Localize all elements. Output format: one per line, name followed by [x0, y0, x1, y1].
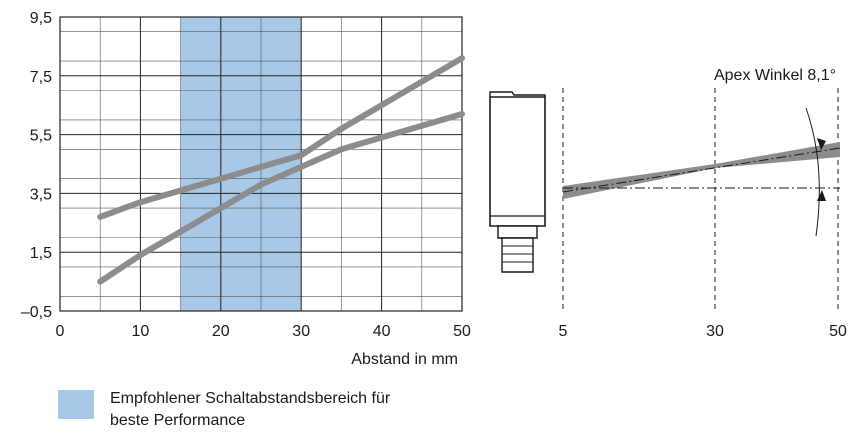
plot-frame [59, 16, 463, 312]
distance-chart: 9,5 7,5 5,5 3,5 1,5 –0,50 10 20 30 40 50 Abstand in… [21, 10, 471, 368]
diagram-x-tick-label: 50 [829, 323, 847, 340]
diagram-x-tick-label: 30 [706, 323, 724, 340]
apex-angle-diagram: Apex Winkel 8,1° 5 30 50 [489, 67, 847, 340]
y-tick-label: 5,5 [30, 128, 52, 145]
legend-swatch [58, 390, 94, 419]
x-tick-label: 10 [132, 323, 150, 340]
x-axis-label: Abstand in mm [351, 351, 458, 368]
beam-axis [562, 147, 841, 193]
y-tick-label: 7,5 [30, 69, 52, 86]
y-tick-label: –0,5 [21, 304, 52, 321]
angle-arc [805, 107, 820, 237]
data-series-2 [97, 55, 465, 220]
y-tick-label: 3,5 [30, 186, 52, 203]
sensor-neck [497, 225, 538, 239]
x-tick-label: 20 [212, 323, 230, 340]
angle-arrow-bottom [817, 190, 826, 201]
sensor-connector [501, 237, 534, 273]
x-tick-label: 0 [56, 323, 65, 340]
x-tick-label: 30 [292, 323, 310, 340]
sensor-top-edge [489, 91, 546, 97]
data-series-1 [97, 111, 465, 285]
x-tick-label: 40 [373, 323, 391, 340]
apex-angle-label: Apex Winkel 8,1° [714, 67, 836, 84]
x-tick-label: 50 [453, 323, 471, 340]
y-tick-label: 1,5 [30, 245, 52, 262]
sensor-body [489, 96, 546, 227]
legend: Empfohlener Schaltabstandsbereich für be… [58, 388, 430, 432]
y-tick-label: 9,5 [30, 10, 52, 27]
legend-label: Empfohlener Schaltabstandsbereich für be… [110, 390, 391, 429]
diagram-x-tick-label: 5 [559, 323, 568, 340]
angle-arrow-top [817, 138, 826, 150]
